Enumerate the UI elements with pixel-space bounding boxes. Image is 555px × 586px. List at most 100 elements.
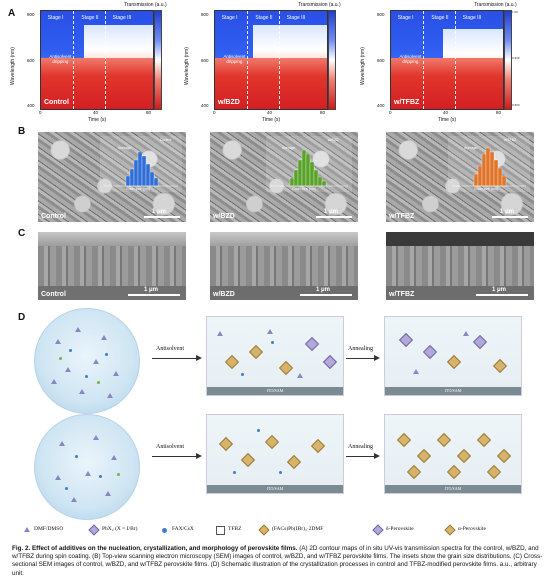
arrow-label-annealing: Annealing <box>348 444 373 450</box>
arrow-label-antisolvent: Antisolvent <box>156 346 184 352</box>
caption-body: (A) 2D contour maps of in situ UV-vis tr… <box>12 545 543 577</box>
antisolvent-annotation: Antisolvent dripping <box>223 54 246 65</box>
y-axis-label: Wavelength (nm) <box>184 47 190 85</box>
histogram <box>104 151 178 187</box>
heatmap-bzd: Stage I Stage II Stage III Antisolvent d… <box>214 10 328 110</box>
substrate-label: ITO/SAM <box>207 387 343 395</box>
inset-xlabel: Grain size (nm) <box>126 187 150 191</box>
stage-label: Stage III <box>286 15 306 21</box>
histogram <box>452 147 526 187</box>
x-tick: 40 <box>93 110 99 115</box>
y-tick: 800 <box>377 12 385 17</box>
x-tick: 40 <box>267 110 273 115</box>
inset-label: Control <box>160 138 172 142</box>
stage-label: Stage III <box>462 15 482 21</box>
heatmap-control: Stage I Stage II Stage III Antisolvent d… <box>40 10 154 110</box>
histogram <box>270 149 348 187</box>
sem-topview-control: Control Average: Grain size (nm) Control… <box>38 132 186 222</box>
inset-label: w/BZD <box>328 138 339 142</box>
substrate-label: ITO/SAM <box>207 485 343 493</box>
sem-cross-control: Control 1 μm <box>38 232 186 300</box>
figure-caption: Fig. 2. Effect of additives on the nucle… <box>12 545 543 578</box>
x-tick: 80 <box>320 110 326 115</box>
y-tick: 600 <box>201 58 209 63</box>
intermediate-film-control: ITO/SAM <box>206 316 344 396</box>
sem-cross-tfbz: w/TFBZ 1 μm <box>386 232 534 300</box>
colorbar <box>504 10 512 110</box>
legend-item: PbX₂ (X = I/Br) <box>102 526 138 532</box>
grain-size-inset: w/TFBZ Average: Grain size (nm) <box>448 136 530 192</box>
antisolvent-annotation: Antisolvent dripping <box>49 54 72 65</box>
sem-topview-tfbz: w/TFBZ Average: Grain size (nm) w/TFBZ 1… <box>386 132 534 222</box>
legend-item: (FACs)Pb(IBr)₃·2DMF <box>272 526 324 532</box>
colorbar-title: Transmission (a.u.) <box>124 2 167 8</box>
y-tick: 400 <box>27 103 35 108</box>
legend: DMF/DMSO PbX₂ (X = I/Br) FAX/CsX TFBZ (F… <box>20 524 540 538</box>
inset-caption: Average: <box>464 146 478 150</box>
colorbar <box>328 10 336 110</box>
heatmap-tfbz: Stage I Stage II Stage III Antisolvent d… <box>390 10 504 110</box>
y-tick: 400 <box>377 103 385 108</box>
condition-label: w/TFBZ <box>394 99 420 106</box>
x-tick: 0 <box>389 110 392 115</box>
panel-c-label: C <box>18 228 26 239</box>
colorbar-tick: 1.00 <box>512 10 518 14</box>
colorbar <box>154 10 162 110</box>
scale-bar-label: 1 μm <box>500 209 515 215</box>
scale-bar-label: 1 μm <box>324 209 339 215</box>
sem-label: w/BZD <box>213 291 235 298</box>
caption-title: Fig. 2. Effect of additives on the nucle… <box>12 545 298 552</box>
scale-bar-label: 1 μm <box>152 209 167 215</box>
sem-topview-bzd: w/BZD Average: Grain size (nm) w/BZD 1 μ… <box>210 132 358 222</box>
scale-bar-label: 1 μm <box>492 287 507 293</box>
legend-item: TFBZ <box>228 526 242 532</box>
arrow-label-annealing: Annealing <box>348 346 373 352</box>
x-axis-label: Time (s) <box>438 117 457 123</box>
stage-label: Stage I <box>47 15 64 21</box>
inset-caption: Average: <box>118 146 132 150</box>
legend-item: α-Perovskite <box>458 526 486 532</box>
precursor-solution-control <box>34 308 140 414</box>
sem-label: Control <box>41 213 66 220</box>
scale-bar-label: 1 μm <box>144 287 159 293</box>
stage-label: Stage III <box>112 15 132 21</box>
condition-label: w/BZD <box>218 99 240 106</box>
x-tick: 80 <box>496 110 502 115</box>
sem-label: w/TFBZ <box>389 213 415 220</box>
inset-caption: Average: <box>282 146 296 150</box>
sem-cross-bzd: w/BZD 1 μm <box>210 232 358 300</box>
colorbar-tick: 0.900 <box>512 56 520 60</box>
stage-label: Stage II <box>431 15 449 21</box>
stage-label: Stage II <box>255 15 273 21</box>
y-tick: 600 <box>27 58 35 63</box>
y-tick: 600 <box>377 58 385 63</box>
final-film-control: ITO/SAM <box>384 316 522 396</box>
inset-label: w/TFBZ <box>504 138 517 142</box>
stage-label: Stage I <box>397 15 414 21</box>
panel-b-label: B <box>18 126 26 137</box>
panel-a-label: A <box>8 8 16 19</box>
y-tick: 800 <box>27 12 35 17</box>
stage-label: Stage I <box>221 15 238 21</box>
x-tick: 40 <box>443 110 449 115</box>
substrate-label: ITO/SAM <box>385 485 521 493</box>
sem-label: Control <box>41 291 66 298</box>
inset-xlabel: Grain size (nm) <box>474 187 498 191</box>
colorbar-title: Transmission (a.u.) <box>298 2 341 8</box>
precursor-solution-tfbz <box>34 414 140 520</box>
x-tick: 80 <box>146 110 152 115</box>
antisolvent-annotation: Antisolvent dripping <box>399 54 422 65</box>
colorbar-title: Transmission (a.u.) <box>474 2 517 8</box>
substrate-label: ITO/SAM <box>385 387 521 395</box>
x-tick: 0 <box>39 110 42 115</box>
intermediate-film-tfbz: ITO/SAM <box>206 414 344 494</box>
legend-item: FAX/CsX <box>172 526 194 532</box>
legend-item: DMF/DMSO <box>34 526 64 532</box>
colorbar-tick: 0.800 <box>512 103 520 107</box>
x-axis-label: Time (s) <box>88 117 107 123</box>
legend-item: δ-Perovskite <box>386 526 414 532</box>
y-axis-label: Wavelength (nm) <box>360 47 366 85</box>
x-tick: 0 <box>213 110 216 115</box>
panel-d-label: D <box>18 312 26 323</box>
y-axis-label: Wavelength (nm) <box>10 47 16 85</box>
